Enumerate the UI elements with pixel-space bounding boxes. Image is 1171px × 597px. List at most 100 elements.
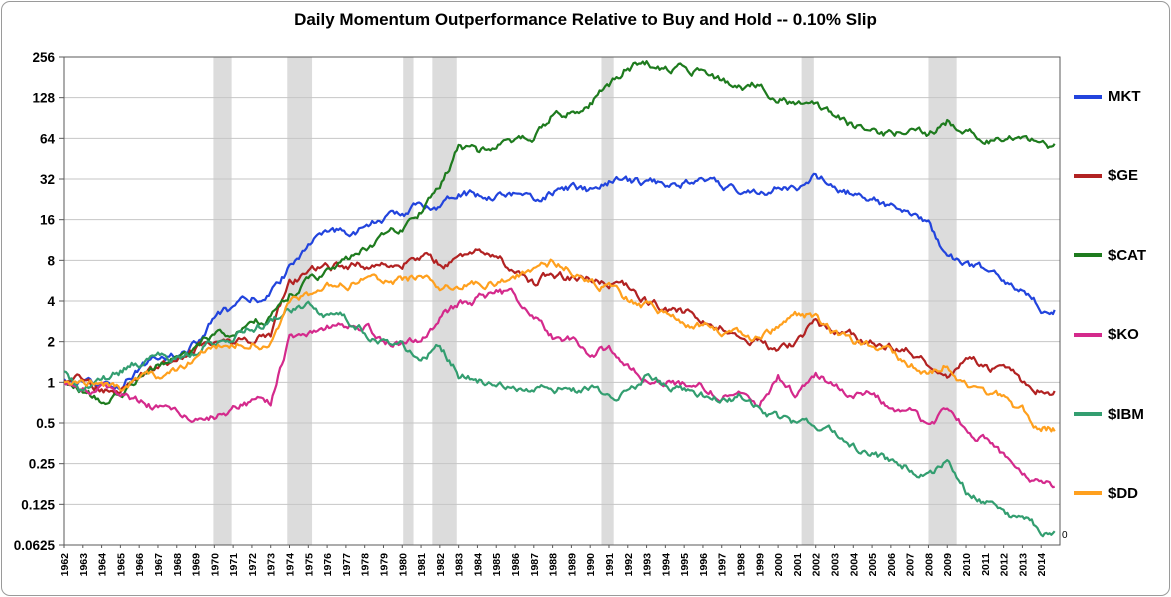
legend-label: $IBM <box>1108 405 1144 423</box>
svg-text:0.5: 0.5 <box>36 416 55 431</box>
svg-text:2: 2 <box>47 335 55 350</box>
legend-swatch <box>1074 412 1102 417</box>
svg-text:1986: 1986 <box>510 553 522 577</box>
svg-text:2000: 2000 <box>773 553 785 577</box>
series-lines <box>64 60 1056 538</box>
svg-text:1962: 1962 <box>59 553 71 577</box>
legend-item-cat: $CAT <box>1074 247 1146 264</box>
chart-title: Daily Momentum Outperformance Relative t… <box>294 10 877 29</box>
legend-item-ko: $KO <box>1074 326 1146 343</box>
svg-text:1993: 1993 <box>642 553 654 577</box>
svg-text:1977: 1977 <box>341 553 353 577</box>
legend-item-ibm: $IBM <box>1074 406 1146 423</box>
series-line-ibm <box>64 300 1056 538</box>
svg-text:32: 32 <box>40 172 55 187</box>
svg-text:1973: 1973 <box>266 553 278 577</box>
legend-label: $GE <box>1108 167 1139 185</box>
svg-text:1989: 1989 <box>566 553 578 577</box>
svg-text:2009: 2009 <box>942 553 954 577</box>
svg-text:1980: 1980 <box>397 553 409 577</box>
svg-text:1981: 1981 <box>416 553 428 577</box>
plot-border <box>63 56 1061 546</box>
svg-text:1979: 1979 <box>378 553 390 577</box>
svg-text:1967: 1967 <box>153 553 165 577</box>
svg-text:1974: 1974 <box>285 553 297 577</box>
svg-text:1992: 1992 <box>623 553 635 577</box>
legend-swatch <box>1074 491 1102 496</box>
svg-text:1968: 1968 <box>172 553 184 577</box>
svg-text:1978: 1978 <box>360 553 372 577</box>
svg-text:1994: 1994 <box>660 553 672 577</box>
svg-text:1982: 1982 <box>435 553 447 577</box>
legend-swatch <box>1074 173 1102 178</box>
svg-text:2001: 2001 <box>792 553 804 577</box>
svg-text:64: 64 <box>40 131 56 146</box>
legend-item-dd: $DD <box>1074 485 1146 502</box>
series-line-cat <box>64 60 1056 406</box>
svg-text:2013: 2013 <box>1017 553 1029 577</box>
svg-text:1999: 1999 <box>754 553 766 577</box>
svg-text:1985: 1985 <box>491 553 503 577</box>
svg-text:1995: 1995 <box>679 553 691 577</box>
svg-text:256: 256 <box>32 50 55 65</box>
svg-text:0.25: 0.25 <box>29 457 56 472</box>
series-line-mkt <box>64 172 1056 391</box>
right-axis-zero-label: 0 <box>1062 530 1068 541</box>
svg-text:1997: 1997 <box>717 553 729 577</box>
svg-text:2014: 2014 <box>1036 553 1048 577</box>
legend-label: $DD <box>1108 484 1139 502</box>
svg-text:2006: 2006 <box>886 553 898 577</box>
legend-label: $KO <box>1108 326 1139 344</box>
svg-text:2008: 2008 <box>923 553 935 577</box>
svg-text:1983: 1983 <box>454 553 466 577</box>
x-axis-labels: 1962 1963 1964 1965 1966 1967 1968 1969 1970 1971… <box>59 545 1048 576</box>
svg-text:2011: 2011 <box>980 553 992 576</box>
svg-text:2010: 2010 <box>961 553 973 577</box>
legend-swatch <box>1074 253 1102 258</box>
svg-text:2004: 2004 <box>848 553 860 577</box>
svg-text:4: 4 <box>47 294 55 309</box>
svg-text:0.0625: 0.0625 <box>14 538 56 553</box>
legend-item-mkt: MKT <box>1074 88 1146 105</box>
svg-text:16: 16 <box>40 213 56 228</box>
legend-label: MKT <box>1108 88 1141 105</box>
legend-label: $CAT <box>1108 246 1147 264</box>
legend-swatch <box>1074 332 1102 337</box>
svg-text:1972: 1972 <box>247 553 259 577</box>
svg-text:0.125: 0.125 <box>21 497 55 512</box>
svg-text:2012: 2012 <box>999 553 1011 577</box>
svg-text:1966: 1966 <box>134 553 146 577</box>
svg-text:1984: 1984 <box>472 553 484 577</box>
svg-text:1969: 1969 <box>191 553 203 577</box>
svg-text:8: 8 <box>47 253 55 268</box>
svg-text:1990: 1990 <box>585 553 597 577</box>
svg-text:2002: 2002 <box>811 553 823 577</box>
svg-text:1963: 1963 <box>78 553 90 577</box>
series-line-ko <box>64 287 1056 489</box>
svg-text:128: 128 <box>32 91 55 106</box>
svg-text:1988: 1988 <box>548 553 560 577</box>
svg-text:1970: 1970 <box>209 553 221 577</box>
y-axis-labels: 256 128 64 32 16 8 4 2 1 0.5 0.25 0.125 0.0625 <box>14 50 56 553</box>
series-line-ge <box>64 248 1056 396</box>
svg-text:1975: 1975 <box>303 553 315 577</box>
chart-legend: MKT $GE $CAT $KO $IBM $DD <box>1074 88 1146 502</box>
svg-text:1971: 1971 <box>228 553 240 577</box>
svg-text:2003: 2003 <box>829 553 841 577</box>
svg-text:1996: 1996 <box>698 553 710 577</box>
legend-item-ge: $GE <box>1074 167 1146 184</box>
svg-text:2005: 2005 <box>867 553 879 577</box>
legend-swatch <box>1074 94 1102 99</box>
svg-text:2007: 2007 <box>905 553 917 577</box>
svg-text:1: 1 <box>47 375 55 390</box>
svg-text:1998: 1998 <box>736 553 748 577</box>
svg-text:1976: 1976 <box>322 553 334 577</box>
svg-text:1991: 1991 <box>604 553 616 577</box>
svg-text:1987: 1987 <box>529 553 541 577</box>
series-line-dd <box>64 258 1056 433</box>
svg-text:1964: 1964 <box>97 553 109 577</box>
svg-text:1965: 1965 <box>115 553 127 577</box>
